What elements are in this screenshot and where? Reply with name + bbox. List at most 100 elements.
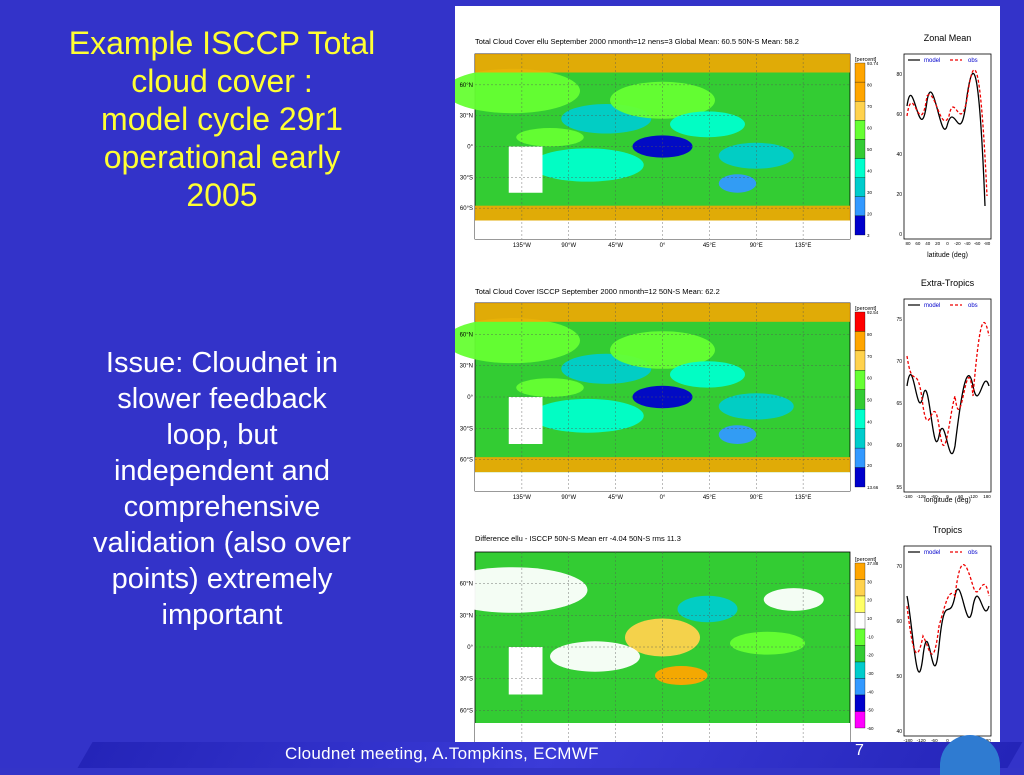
legend-obs-label: obs xyxy=(968,58,978,64)
map-field xyxy=(670,111,745,138)
side-xtick: -40 xyxy=(964,241,971,246)
side-xtick: -60 xyxy=(974,241,981,246)
colorbar-swatch xyxy=(854,711,866,729)
lon-label: 90°W xyxy=(561,243,576,249)
side-ytick: 60 xyxy=(896,112,902,118)
obs-curve xyxy=(906,322,990,446)
colorbar-swatch xyxy=(854,645,866,663)
title-line: Example ISCCP Total xyxy=(68,25,376,61)
colorbar-swatch xyxy=(854,678,866,696)
lon-label: 45°E xyxy=(703,243,716,249)
colorbar-swatch xyxy=(854,428,866,449)
lat-label: 60°N xyxy=(460,582,473,588)
map-field xyxy=(445,68,580,114)
figure-svg: Total Cloud Cover ellu September 2000 nm… xyxy=(437,33,992,752)
lat-label: 60°N xyxy=(460,332,473,338)
lon-label: 45°W xyxy=(608,495,623,501)
lat-label: 0° xyxy=(467,395,473,401)
colorbar-tick: 92.54 xyxy=(867,310,879,315)
side-plot-title: Extra-Tropics xyxy=(921,278,975,288)
colorbar-tick: 70 xyxy=(867,104,873,109)
issue-line: important xyxy=(161,599,283,631)
issue-line: slower feedback xyxy=(117,383,327,415)
title-line: cloud cover : xyxy=(131,63,313,99)
colorbar-tick: 50 xyxy=(867,398,873,403)
colorbar-swatch xyxy=(854,196,866,217)
lat-label: 60°N xyxy=(460,83,473,89)
panel-2: Total Cloud Cover ISCCP September 2000 n… xyxy=(445,278,992,504)
lon-label: 90°E xyxy=(750,243,763,249)
lon-label: 45°W xyxy=(608,243,623,249)
colorbar-unit: [percent] xyxy=(855,557,877,563)
title-line: operational early xyxy=(103,139,341,175)
side-xlabel: latitude (deg) xyxy=(927,252,968,259)
lat-label: 0° xyxy=(467,645,473,651)
colorbar-tick: 40 xyxy=(867,419,873,424)
obs-curve xyxy=(906,69,988,197)
side-xtick: 120 xyxy=(970,494,978,499)
lon-label: 90°E xyxy=(750,495,763,501)
title-line: model cycle 29r1 xyxy=(101,101,343,137)
lat-label: 60°S xyxy=(460,206,473,212)
side-xlabel: longitude (deg) xyxy=(924,497,971,504)
colorbar-tick: 60 xyxy=(867,376,873,381)
colorbar-tick: 50 xyxy=(867,147,873,152)
lon-label: 135°E xyxy=(795,243,811,249)
map-field xyxy=(718,425,757,444)
colorbar-swatch xyxy=(854,389,866,410)
map-title: Total Cloud Cover ISCCP September 2000 n… xyxy=(475,287,720,296)
colorbar-tick: -60 xyxy=(867,726,874,731)
colorbar-swatch xyxy=(854,139,866,159)
side-xtick: -20 xyxy=(954,241,961,246)
colorbar-swatch xyxy=(854,158,866,178)
colorbar-swatch xyxy=(854,409,866,429)
map-field xyxy=(718,174,757,193)
colorbar-swatch xyxy=(854,215,866,236)
colorbar-tick: 30 xyxy=(867,441,873,446)
issue-line: points) extremely xyxy=(111,563,333,595)
lon-label: 135°E xyxy=(795,495,811,501)
colorbar-swatch xyxy=(854,628,866,646)
colorbar-swatch xyxy=(854,661,866,679)
colorbar-tick: 60 xyxy=(867,126,873,131)
colorbar-tick: 80 xyxy=(867,332,873,337)
side-xtick: -120 xyxy=(917,738,927,743)
issue-line: Issue: Cloudnet in xyxy=(105,347,339,379)
map-field xyxy=(516,128,584,147)
obs-curve xyxy=(906,564,990,655)
lon-label: 135°W xyxy=(513,495,531,501)
lon-label: 0° xyxy=(660,495,666,501)
side-ytick: 50 xyxy=(896,674,902,680)
map-field xyxy=(531,398,644,433)
colorbar-swatch xyxy=(854,331,866,352)
lat-label: 60°S xyxy=(460,708,473,714)
colorbar-swatch xyxy=(854,370,866,390)
colorbar-swatch xyxy=(854,177,866,197)
colorbar-tick: -10 xyxy=(867,634,874,639)
map-field xyxy=(550,641,640,672)
side-xtick: -80 xyxy=(984,241,991,246)
side-ytick: 65 xyxy=(896,401,902,407)
side-xtick: 180 xyxy=(983,494,991,499)
side-ytick: 40 xyxy=(896,152,902,158)
colorbar-swatch xyxy=(854,694,866,712)
footer-text: Cloudnet meeting, A.Tompkins, ECMWF xyxy=(285,744,599,763)
colorbar-swatch xyxy=(854,81,866,102)
legend-model-label: model xyxy=(924,303,940,309)
colorbar-swatch xyxy=(854,101,866,121)
side-xtick: 80 xyxy=(905,241,911,246)
lat-label: 60°S xyxy=(460,458,473,464)
side-xtick: -60 xyxy=(931,738,938,743)
lon-label: 45°E xyxy=(703,495,716,501)
issue-line: independent and xyxy=(113,455,331,487)
title-line: 2005 xyxy=(186,177,258,213)
side-xtick: 60 xyxy=(958,494,964,499)
side-xtick: 0 xyxy=(946,241,949,246)
storm-track-band xyxy=(475,205,850,221)
colorbar-swatch xyxy=(854,447,866,468)
map-field xyxy=(610,81,715,119)
map-field xyxy=(437,567,588,613)
lon-label: 135°W xyxy=(513,243,531,249)
legend-obs-label: obs xyxy=(968,550,978,556)
lat-label: 30°N xyxy=(460,613,473,619)
